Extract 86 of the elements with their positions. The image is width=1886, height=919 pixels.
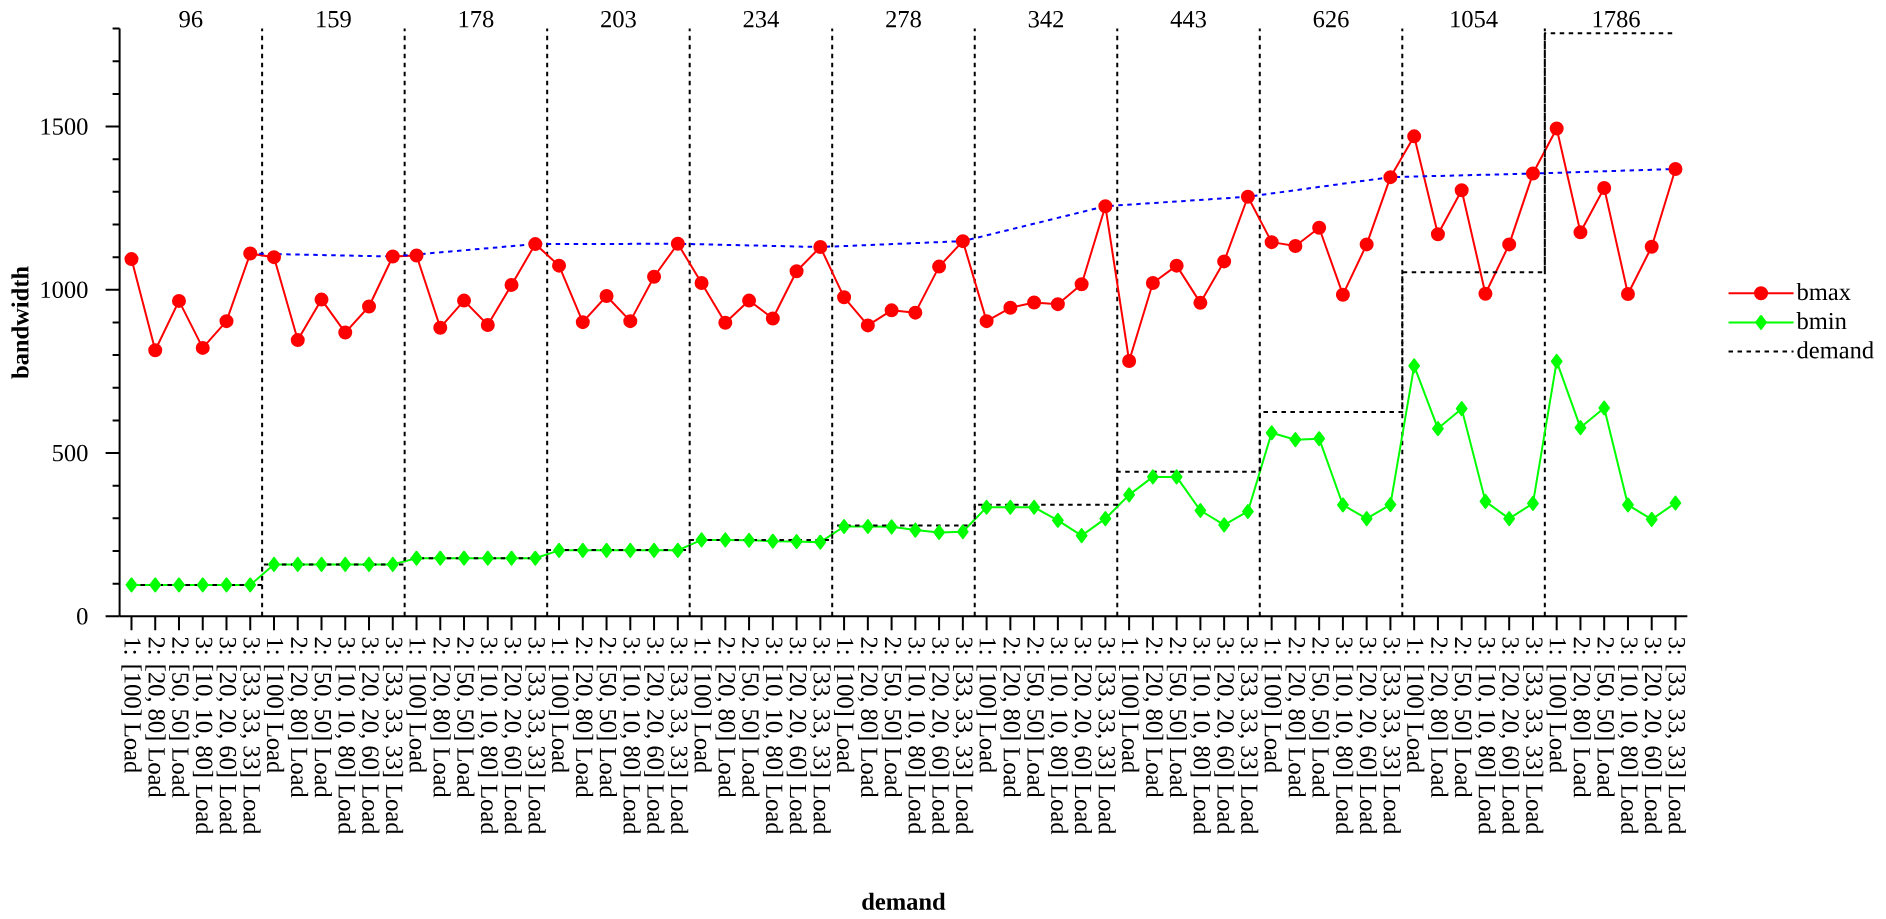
x-tick-label: 1: [100] Load: [1261, 638, 1282, 773]
x-tick-label: 2: [50, 50] Load: [1308, 637, 1330, 798]
text: 1786: [1593, 10, 1640, 28]
x-tick-label: 3: [10, 10, 80] Load: [1475, 637, 1496, 835]
x-tick-label: 3: [33, 33, 33] Load: [524, 637, 546, 835]
text: 96: [179, 10, 203, 28]
x-tick-label: 1: [100] Load: [263, 638, 285, 773]
text: 234: [743, 10, 779, 28]
x-tick-label: 3: [33, 33, 33] Load: [667, 637, 689, 835]
y-tick-label: 1500: [41, 118, 88, 135]
x-tick-label: 2: [50, 50] Load: [168, 637, 190, 798]
x-tick-label: 3: [33, 33, 33] Load: [1522, 637, 1544, 835]
x-tick-label: 2: [50, 50] Load: [881, 637, 902, 798]
x-tick-label: 2: [20, 80] Load: [857, 637, 879, 798]
x-tick-label: 3: [33, 33, 33] Load: [1380, 637, 1401, 835]
x-tick-label: 1: [100] Load: [833, 638, 855, 773]
x-tick-label: 3: [20, 20, 60] Load: [1071, 637, 1093, 835]
x-tick-label: 3: [10, 10, 80] Load: [619, 637, 641, 835]
x-tick-label: 2: [50, 50] Load: [738, 637, 760, 798]
x-tick-label: 2: [50, 50] Load: [1593, 637, 1615, 798]
y-axis-title: bandwidth: [11, 266, 29, 379]
x-tick-label: 3: [10, 10, 80] Load: [334, 637, 356, 835]
x-tick-label: 3: [20, 20, 60] Load: [501, 637, 522, 835]
x-tick-label: 1: [100] Load: [1546, 638, 1567, 773]
x-tick-label: 2: [50, 50] Load: [596, 637, 617, 798]
text: 342: [1028, 10, 1064, 28]
y-tick-label: 0: [77, 608, 88, 625]
x-tick-label: 3: [20, 20, 60] Load: [358, 637, 380, 835]
x-tick-label: 2: [50, 50] Load: [1023, 637, 1045, 798]
x-tick-label: 3: [20, 20, 60] Load: [1356, 637, 1378, 835]
x-tick-label: 2: [20, 80] Load: [144, 637, 166, 798]
x-tick-label: 3: [10, 10, 80] Load: [904, 637, 926, 835]
x-tick-label: 2: [50, 50] Load: [1166, 637, 1188, 798]
text: 178: [459, 10, 494, 28]
y-tick-label: 500: [53, 444, 88, 462]
x-tick-label: 3: [33, 33, 33] Load: [382, 637, 404, 835]
x-tick-label: 3: [10, 10, 80] Load: [1332, 637, 1354, 835]
text: 278: [886, 10, 921, 28]
x-tick-label: 2: [20, 80] Load: [429, 637, 451, 798]
y-tick-label: 1000: [41, 281, 88, 299]
x-tick-label: 1: [100] Load: [1404, 638, 1425, 773]
x-tick-label: 3: [20, 20, 60] Load: [786, 637, 807, 835]
legend-label: bmin: [1796, 312, 1847, 330]
x-tick-label: 3: [33, 33, 33] Load: [1237, 637, 1259, 835]
x-tick-label: 3: [33, 33, 33] Load: [239, 637, 261, 835]
x-tick-label: 2: [20, 80] Load: [287, 637, 309, 798]
x-tick-label: 3: [10, 10, 80] Load: [1047, 637, 1069, 835]
x-tick-label: 3: [10, 10, 80] Load: [1617, 637, 1639, 835]
x-tick-label: 1: [100] Load: [1118, 638, 1140, 773]
legend-label: bmax: [1796, 282, 1851, 301]
x-tick-label: 3: [33, 33, 33] Load: [952, 637, 974, 835]
text: 443: [1170, 10, 1206, 28]
x-tick-label: 2: [20, 80] Load: [1570, 637, 1591, 798]
x-tick-label: 2: [20, 80] Load: [999, 637, 1021, 798]
x-tick-label: 1: [100] Load: [406, 638, 427, 773]
x-tick-label: 1: [100] Load: [976, 638, 997, 773]
x-tick-label: 2: [50, 50] Load: [311, 637, 332, 798]
x-tick-label: 2: [20, 80] Load: [1285, 637, 1306, 798]
x-tick-label: 3: [20, 20, 60] Load: [216, 637, 237, 835]
text: 626: [1313, 10, 1349, 28]
x-tick-label: 3: [10, 10, 80] Load: [192, 637, 214, 835]
x-tick-label: 3: [20, 20, 60] Load: [928, 637, 950, 835]
x-tick-label: 3: [10, 10, 80] Load: [477, 637, 499, 835]
x-tick-label: 1: [100] Load: [121, 638, 142, 773]
x-tick-label: 1: [100] Load: [691, 638, 712, 773]
x-tick-label: 3: [33, 33, 33] Load: [809, 637, 831, 835]
x-tick-label: 2: [20, 80] Load: [1142, 637, 1164, 798]
x-tick-label: 2: [50, 50] Load: [453, 637, 475, 798]
x-tick-label: 3: [20, 20, 60] Load: [1641, 637, 1663, 835]
x-tick-label: 2: [20, 80] Load: [1427, 637, 1449, 798]
x-tick-label: 2: [50, 50] Load: [1451, 637, 1473, 798]
text: 203: [601, 10, 636, 28]
legend-label: demand: [1797, 341, 1874, 359]
x-tick-label: 3: [20, 20, 60] Load: [1498, 637, 1520, 835]
x-tick-label: 3: [20, 20, 60] Load: [643, 637, 665, 835]
text: 1054: [1451, 10, 1498, 28]
x-tick-label: 3: [10, 10, 80] Load: [1190, 637, 1211, 835]
x-tick-label: 2: [20, 80] Load: [572, 637, 594, 798]
x-axis-title: demand: [862, 892, 946, 910]
x-tick-label: 3: [33, 33, 33] Load: [1095, 637, 1116, 835]
x-tick-label: 3: [20, 20, 60] Load: [1213, 637, 1235, 835]
text: 159: [317, 10, 351, 28]
x-tick-label: 3: [33, 33, 33] Load: [1665, 637, 1686, 835]
x-tick-label: 3: [10, 10, 80] Load: [762, 637, 784, 835]
x-tick-label: 1: [100] Load: [548, 638, 570, 773]
x-tick-label: 2: [20, 80] Load: [714, 637, 736, 798]
